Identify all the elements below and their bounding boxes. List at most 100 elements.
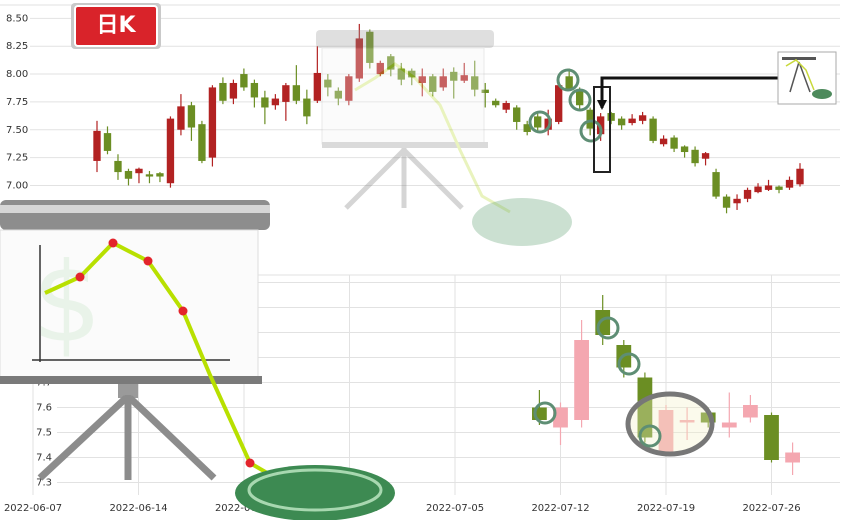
y-tick-label: 7.25 (6, 153, 28, 164)
x-tick-label: 2022-07-05 (426, 503, 484, 514)
candle-body (700, 412, 716, 423)
candle-body (764, 415, 779, 460)
dollar-watermark: $ (32, 238, 102, 366)
candle-body (679, 420, 695, 423)
candle-body (722, 196, 731, 208)
x-tick-label: 2022-07-26 (742, 503, 800, 514)
candle-body (450, 71, 458, 81)
kline-button[interactable]: 日K (71, 3, 161, 49)
candle-body (565, 76, 573, 89)
x-tick-label: 2022-07-19 (637, 503, 695, 514)
candle-body (743, 189, 752, 199)
y-tick-label: 7.75 (6, 97, 28, 108)
candle-body (408, 70, 416, 78)
candle-body (261, 97, 269, 108)
candle-body (229, 82, 238, 99)
candle-body (721, 422, 737, 428)
highlight-circles-bottom (533, 316, 662, 448)
candle-body (607, 113, 615, 121)
candle-body (187, 105, 196, 128)
candle-body (397, 68, 405, 80)
arrow (597, 100, 607, 110)
y-tick-label: 7.3 (36, 478, 52, 489)
candle-body (345, 76, 353, 101)
candle-body (785, 179, 794, 188)
highlight-circles (528, 68, 603, 143)
candle-body (376, 62, 384, 75)
candle-body (198, 124, 206, 161)
candle-body (240, 74, 248, 88)
coin-rim (247, 468, 383, 512)
candle-body (208, 87, 217, 158)
y-tick-label: 7.00 (6, 180, 28, 191)
board: $ (0, 200, 298, 493)
candle-body (796, 168, 804, 185)
candle-body (271, 98, 280, 106)
candle-body (649, 118, 657, 141)
candle-body (523, 124, 531, 132)
candle-body (439, 76, 447, 88)
candle-body (156, 173, 164, 177)
candle-body (775, 186, 783, 190)
faded-coin (472, 198, 572, 246)
pointer-line (600, 76, 778, 108)
candle-body (554, 85, 563, 122)
candle-body (785, 452, 800, 463)
coin (235, 465, 395, 520)
candle-body (145, 174, 154, 177)
candle-body (691, 149, 699, 164)
candle-body (429, 76, 437, 92)
y-tick-label: 8.50 (6, 13, 28, 24)
candle-body (534, 116, 542, 128)
candle-body (303, 98, 311, 117)
mini-icon (777, 51, 837, 105)
faded-board (316, 30, 511, 214)
highlight-ellipse (625, 391, 715, 457)
x-tick-label: 2022-06-21 (215, 503, 273, 514)
candle-body (282, 85, 290, 102)
candle-body (764, 185, 773, 190)
candle-body (492, 100, 500, 106)
candle-body (460, 75, 468, 81)
candle-body (250, 82, 259, 98)
candle-body (313, 72, 322, 101)
candle-body (324, 79, 332, 88)
candle-body (680, 146, 689, 153)
candle-body (114, 160, 122, 173)
candle-body (481, 89, 489, 93)
y-tick-label: 7.50 (6, 125, 28, 136)
candle-body (544, 118, 552, 130)
candle-body (659, 138, 668, 145)
candle-body (553, 407, 568, 428)
candle-body (617, 118, 626, 126)
candle-body (418, 76, 426, 83)
x-tick-label: 2022-06-14 (109, 503, 167, 514)
candle-body (355, 38, 363, 79)
candle-body (628, 118, 636, 124)
candle-body (334, 90, 343, 99)
candle-body (103, 133, 112, 151)
y-tick-label: 7.6 (36, 403, 52, 414)
candle-body (670, 137, 678, 149)
x-tick-label: 2022-06-07 (4, 503, 62, 514)
candle-body (502, 103, 510, 110)
candle-body (637, 377, 653, 438)
candle-body (743, 405, 758, 418)
candle-body (574, 340, 589, 420)
candle-body (712, 172, 720, 197)
candle-body (701, 153, 710, 159)
candle-body (586, 109, 594, 129)
candle-body (754, 186, 762, 193)
x-tick-label: 2022-07-12 (531, 503, 589, 514)
candle-body (513, 107, 521, 122)
candle-body (292, 85, 301, 101)
candle-body (177, 106, 185, 130)
candle-body (366, 31, 374, 63)
y-tick-label: 7.5 (36, 428, 52, 439)
y-tick-label: 8.00 (6, 69, 28, 80)
candle-body (638, 115, 647, 121)
button-label[interactable]: 日K (96, 13, 136, 38)
candle-body (219, 82, 227, 101)
candle-body (93, 130, 101, 161)
